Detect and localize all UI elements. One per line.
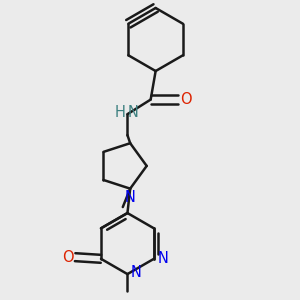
Text: N: N: [157, 251, 168, 266]
Text: O: O: [180, 92, 191, 107]
Text: N: N: [125, 190, 136, 205]
Text: N: N: [128, 105, 138, 120]
Text: H: H: [115, 105, 126, 120]
Text: O: O: [62, 250, 74, 265]
Text: N: N: [131, 265, 142, 280]
